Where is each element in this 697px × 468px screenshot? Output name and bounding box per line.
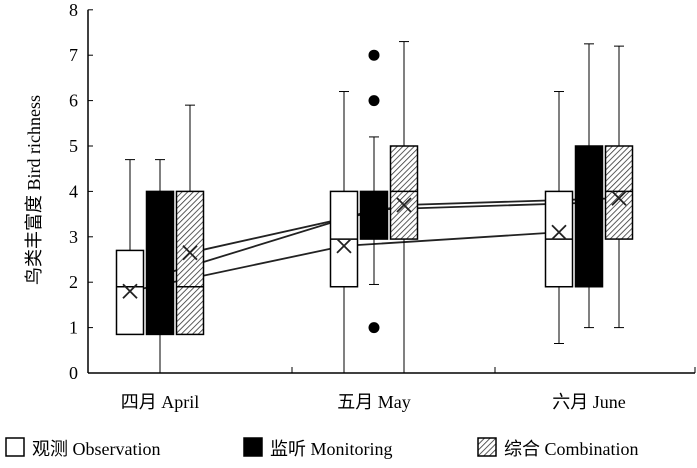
- y-tick-label: 5: [69, 136, 78, 156]
- y-tick-label: 2: [69, 272, 78, 292]
- box-0-0: [115, 159, 145, 336]
- mean-marker: [336, 238, 352, 254]
- mean-marker: [611, 190, 627, 206]
- mean-marker: [152, 267, 168, 284]
- y-tick-label: 7: [69, 45, 78, 65]
- box-body: [604, 145, 634, 240]
- box-2-0: [175, 104, 205, 336]
- box-1-0: [145, 159, 175, 374]
- y-tick-label: 3: [69, 227, 78, 247]
- mean-marker: [366, 201, 382, 218]
- box-body: [145, 190, 175, 336]
- x-tick-label: 四月 April: [121, 392, 200, 412]
- outlier-point: [368, 95, 380, 107]
- y-axis-label: 鸟类丰富度 Bird richness: [24, 95, 44, 285]
- box-2-1: [389, 41, 419, 374]
- y-tick-label: 1: [69, 318, 78, 338]
- legend-label-1: 监听 Monitoring: [270, 439, 393, 459]
- y-tick-label: 0: [69, 363, 78, 383]
- box-body: [389, 145, 419, 240]
- legend-swatch-2: [477, 437, 497, 457]
- box-body: [359, 190, 389, 240]
- box-1-1: [359, 49, 389, 334]
- y-tick-label: 4: [69, 181, 78, 201]
- y-tick-label: 6: [69, 91, 78, 111]
- mean-marker: [122, 283, 138, 299]
- y-tick-label: 8: [69, 0, 78, 20]
- mean-marker: [581, 195, 597, 211]
- x-tick-label: 五月 May: [337, 392, 411, 412]
- mean-marker: [396, 197, 412, 213]
- box-1-2: [574, 43, 604, 329]
- legend-swatch-1: [243, 437, 263, 457]
- box-0-2: [544, 91, 574, 344]
- legend-label-0: 观测 Observation: [32, 439, 160, 459]
- box-body: [175, 190, 205, 336]
- outlier-point: [368, 49, 380, 61]
- x-tick-label: 六月 June: [552, 392, 626, 412]
- box-body: [574, 145, 604, 288]
- legend-swatch-0: [5, 437, 25, 457]
- outlier-point: [368, 322, 380, 334]
- legend-label-2: 综合 Combination: [504, 439, 639, 459]
- mean-marker: [551, 224, 567, 240]
- legend: 观测 Observation 监听 Monitoring 综合 Combinatio…: [5, 437, 639, 459]
- box-0-1: [329, 91, 359, 374]
- mean-marker: [182, 245, 198, 261]
- box-2-2: [604, 45, 634, 329]
